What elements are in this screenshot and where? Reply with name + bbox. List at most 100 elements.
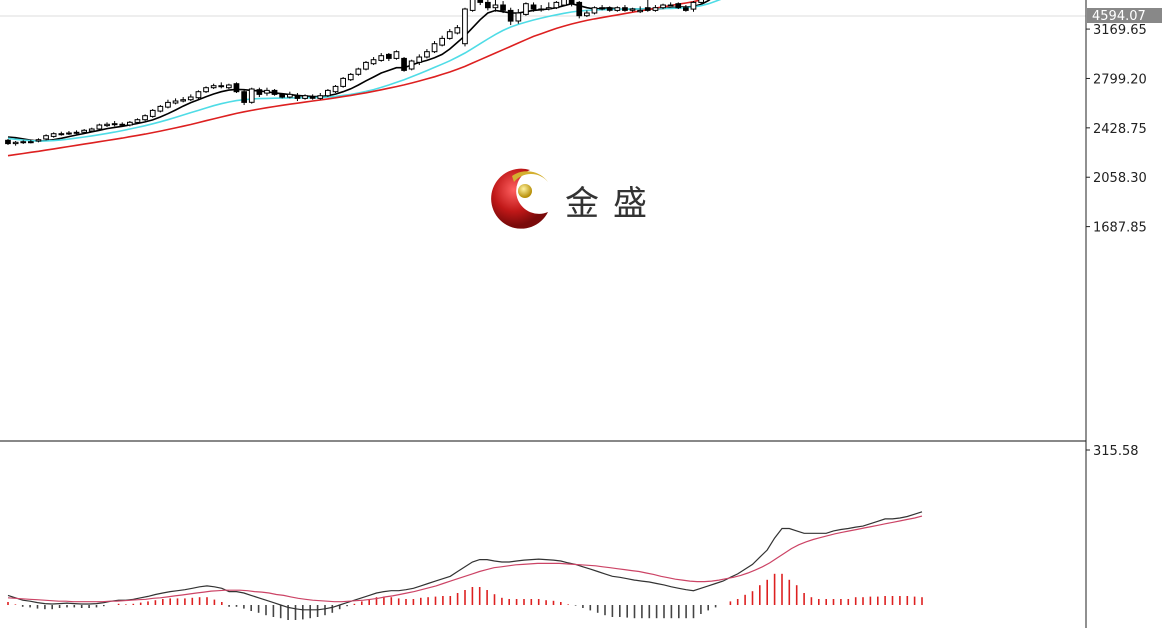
candle-body-up — [538, 8, 544, 11]
candle — [127, 121, 133, 127]
macd-dea-line — [7, 515, 923, 603]
candle-body-up — [614, 7, 621, 11]
candle — [43, 134, 49, 141]
candle-body-up — [332, 85, 339, 93]
candle — [363, 61, 369, 71]
candle-body-up — [226, 84, 232, 89]
candle-body-up — [81, 129, 88, 133]
candle-body-up — [363, 61, 369, 70]
candle — [271, 89, 278, 96]
candle — [424, 49, 430, 59]
candle-body-up — [317, 95, 324, 99]
candle-body-up — [50, 133, 57, 137]
candle — [226, 83, 232, 90]
candle — [332, 85, 339, 94]
candle-body-up — [416, 56, 423, 63]
candle-body-up — [127, 121, 133, 126]
candle-body-up — [172, 100, 179, 104]
candle-body-up — [492, 4, 499, 9]
candle — [378, 53, 385, 62]
candle-body-up — [58, 133, 65, 136]
candle — [606, 6, 613, 12]
candle — [187, 94, 194, 102]
price-panel — [0, 0, 1086, 157]
candle — [545, 2, 552, 11]
candle — [530, 2, 537, 12]
candle-body-up — [302, 95, 308, 99]
candle-body-up — [264, 89, 270, 94]
candle — [96, 123, 103, 131]
candle — [347, 73, 354, 82]
candle — [119, 122, 126, 127]
candle — [485, 0, 491, 11]
candle — [629, 7, 636, 12]
candle-body-up — [561, 0, 567, 6]
candle — [454, 25, 461, 35]
candle-body-up — [515, 12, 522, 22]
macd-panel — [7, 511, 923, 620]
candle-body-down — [477, 0, 484, 3]
candle-body-up — [111, 123, 118, 126]
candle-body-down — [485, 1, 491, 9]
candle-body-up — [637, 9, 643, 13]
candle-body-down — [675, 3, 682, 9]
candle — [393, 50, 400, 60]
candle — [675, 2, 682, 10]
candle — [149, 109, 156, 118]
candle — [256, 87, 263, 98]
candle — [401, 57, 407, 72]
candle — [622, 5, 628, 12]
candle — [614, 6, 621, 12]
candle-body-down — [683, 7, 689, 11]
candle-body-down — [241, 91, 248, 103]
candle-body-up — [203, 87, 209, 93]
logo-gold-arc-icon — [512, 171, 548, 182]
candle — [218, 82, 225, 89]
macd-histogram — [7, 573, 923, 620]
candle — [233, 82, 240, 94]
candle-body-up — [629, 8, 636, 11]
candle-body-up — [340, 77, 346, 87]
candle-body-down — [530, 4, 537, 10]
candle — [576, 1, 583, 19]
candle — [408, 59, 415, 71]
candle — [20, 140, 27, 144]
candle-body-up — [462, 8, 468, 45]
candle-body-up — [43, 135, 49, 140]
candle — [58, 131, 65, 136]
macd-lines — [7, 511, 923, 611]
candle-body-up — [454, 27, 461, 34]
candle-body-up — [20, 141, 27, 144]
candle-body-up — [96, 124, 103, 130]
candle — [462, 7, 468, 47]
candle — [637, 6, 643, 14]
candle-body-up — [553, 1, 560, 9]
logo-crescent-icon — [491, 168, 548, 229]
candle — [73, 130, 80, 135]
candle — [561, 0, 567, 7]
ma-line-2 — [7, 0, 722, 142]
price-tick-label: 2428.75 — [1093, 122, 1147, 137]
candle-body-up — [469, 0, 476, 11]
candle-body-up — [73, 131, 80, 134]
candle-body-up — [180, 99, 187, 102]
candle — [568, 0, 575, 7]
candle-body-down — [5, 139, 11, 145]
macd-tick-label: 315.58 — [1093, 444, 1139, 459]
candle — [355, 67, 362, 76]
candle-body-up — [12, 141, 19, 145]
price-tick-label: 1687.85 — [1093, 221, 1147, 236]
candle — [12, 141, 19, 146]
candle — [5, 139, 11, 146]
candle-body-up — [431, 43, 438, 53]
candle-body-up — [287, 93, 293, 98]
candle-body-down — [119, 123, 126, 126]
candle — [88, 127, 95, 133]
candle-body-down — [218, 85, 225, 88]
candle-body-down — [309, 96, 316, 99]
candle — [386, 53, 392, 62]
candle-body-down — [644, 7, 651, 11]
candle-body-up — [325, 89, 331, 97]
candle — [683, 5, 689, 12]
ma-line-3 — [7, 0, 704, 157]
